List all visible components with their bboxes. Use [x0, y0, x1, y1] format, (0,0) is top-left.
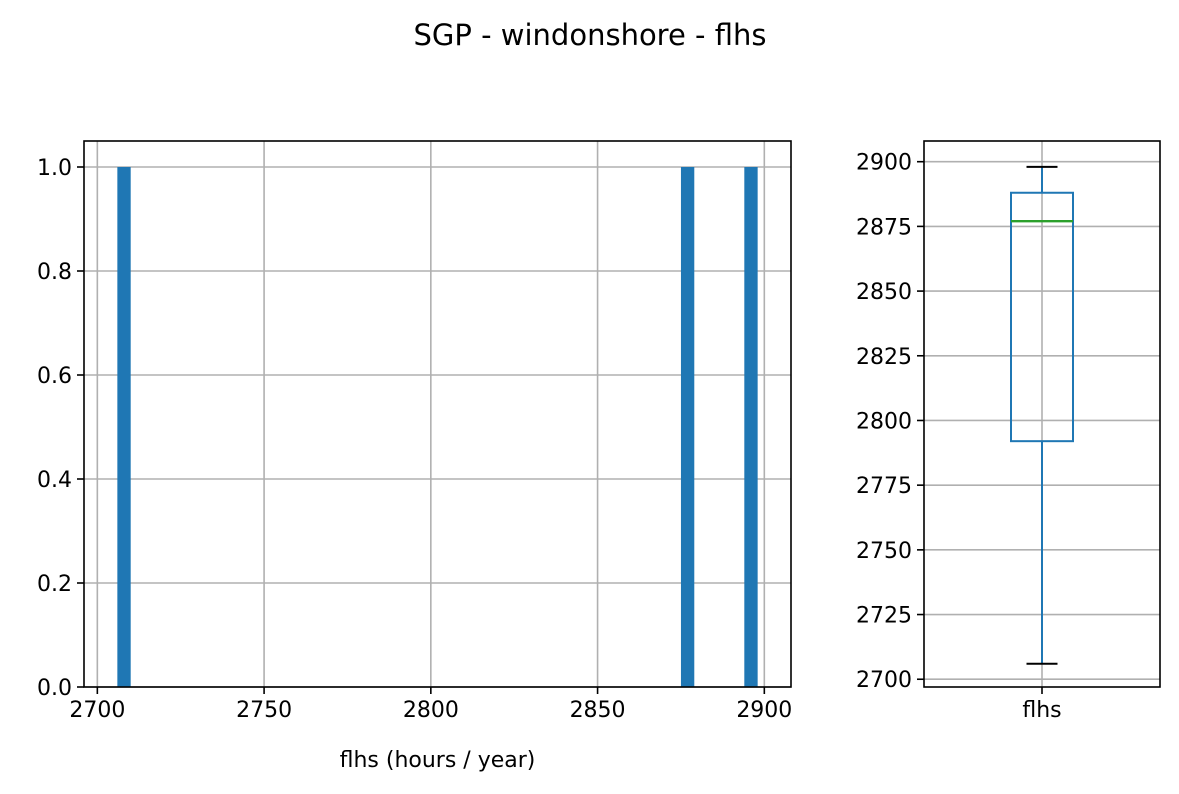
- histogram-x-tick-label: 2800: [403, 698, 459, 723]
- histogram-bar: [117, 167, 131, 687]
- histogram-bar: [744, 167, 758, 687]
- histogram-x-tick-label: 2850: [570, 698, 626, 723]
- histogram-x-tick-label: 2700: [69, 698, 125, 723]
- histogram-y-tick-label: 1.0: [37, 156, 72, 181]
- boxplot-y-tick-label: 2825: [856, 345, 912, 370]
- boxplot-shapes: [1010, 165, 1074, 665]
- histogram-y-tick-label: 0.2: [37, 572, 72, 597]
- histogram-y-tick-label: 0.0: [37, 676, 72, 701]
- boxplot-x-ticks: flhs: [1022, 687, 1062, 723]
- histogram-y-tick-label: 0.4: [37, 468, 72, 493]
- histogram-bar: [680, 167, 695, 687]
- boxplot-y-tick-label: 2750: [856, 539, 912, 564]
- histogram-panel: 2700 2750 2800 2850 2900 0.00.20.40.60.81.0 …: [37, 140, 792, 773]
- boxplot-box: [1010, 191, 1074, 443]
- histogram-bars: [117, 167, 758, 687]
- boxplot-y-tick-label: 2700: [856, 668, 912, 693]
- histogram-y-tick-label: 0.6: [37, 364, 72, 389]
- boxplot-y-tick-label: 2800: [856, 409, 912, 434]
- histogram-y-ticks: 0.0 0.2 0.4 0.6 0.8 1.0: [37, 156, 84, 701]
- boxplot-x-tick-label: flhs: [1022, 698, 1061, 723]
- boxplot-y-ticks: 2700 2725 2750 2775 2800 2825 2850 2875 2900: [856, 151, 924, 693]
- histogram-y-tick-label: 0.8: [37, 260, 72, 285]
- histogram-x-axis-label: flhs (hours / year): [340, 748, 536, 773]
- boxplot-y-tick-label: 2725: [856, 604, 912, 629]
- boxplot-y-tick-label: 2900: [856, 151, 912, 176]
- boxplot-frame: [923, 140, 1161, 688]
- histogram-x-tick-label: 2750: [236, 698, 292, 723]
- histogram-x-ticks: 2700 2750 2800 2850 2900: [69, 687, 792, 723]
- figure-title: SGP - windonshore - flhs: [414, 18, 767, 52]
- histogram-frame: [83, 140, 792, 688]
- boxplot-y-tick-label: 2775: [856, 474, 912, 499]
- histogram-x-tick-label: 2900: [736, 698, 792, 723]
- boxplot-panel: 2700 2725 2750 2775 2800 2825 2850 2875 2900 flh…: [856, 140, 1161, 723]
- boxplot-y-tick-label: 2875: [856, 215, 912, 240]
- boxplot-y-tick-label: 2850: [856, 280, 912, 305]
